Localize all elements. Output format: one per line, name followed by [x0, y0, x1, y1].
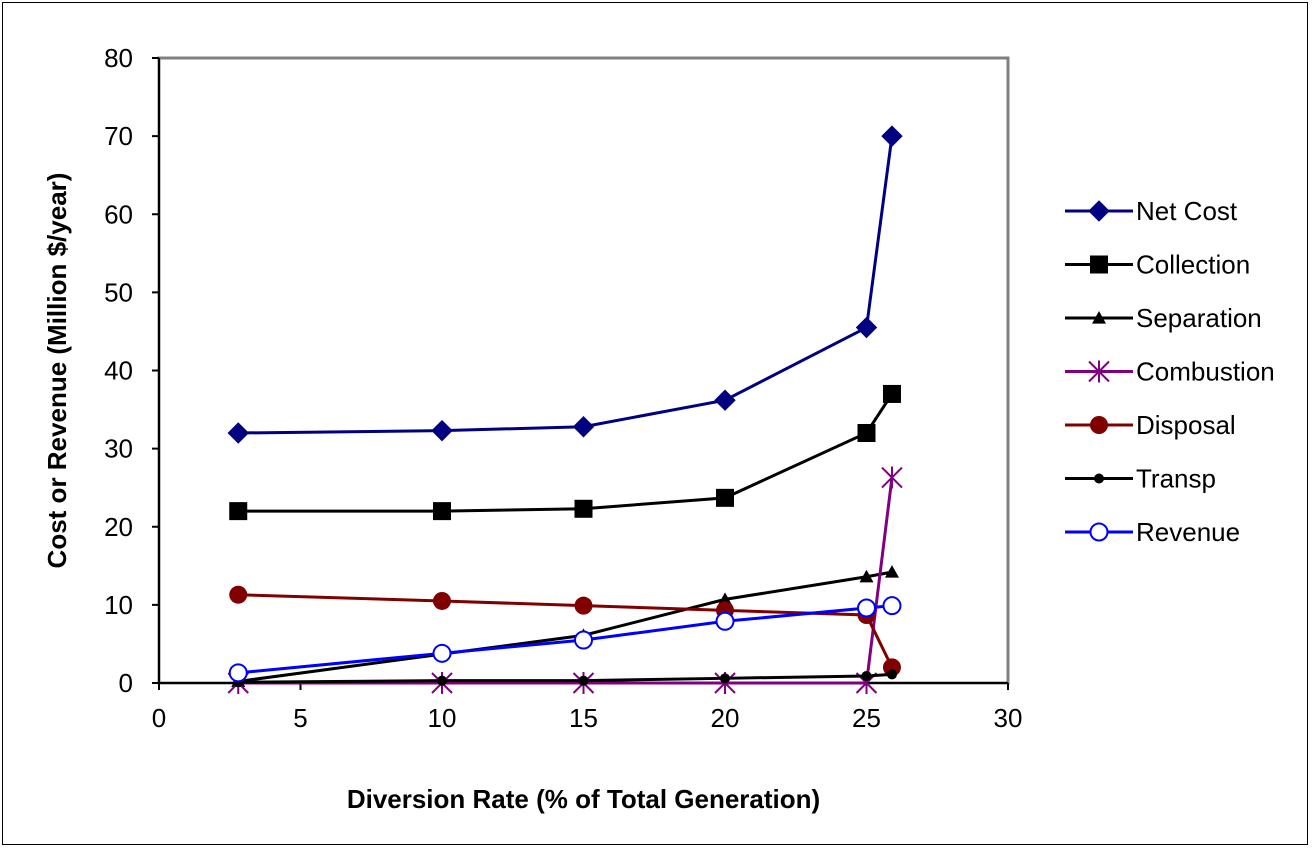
x-tick-label: 15 — [569, 703, 598, 733]
data-point — [1090, 416, 1108, 434]
data-point — [574, 630, 593, 650]
series-collection — [229, 384, 901, 521]
data-point — [855, 316, 878, 339]
data-point — [859, 569, 874, 583]
x-tick-label: 20 — [711, 703, 740, 733]
series-separation — [231, 565, 899, 688]
series-line — [238, 593, 894, 669]
plot-area — [157, 56, 1010, 685]
y-axis: 0 10 20 30 40 50 60 70 80 — [104, 43, 160, 698]
x-tick-label: 5 — [293, 703, 307, 733]
y-tick-label: 50 — [104, 277, 133, 307]
y-axis-title: Cost or Revenue (Million $/year) — [42, 173, 72, 569]
data-point — [437, 675, 447, 686]
y-tick-label: 20 — [104, 512, 133, 542]
data-point — [861, 670, 872, 681]
data-point — [574, 596, 593, 615]
data-point — [1088, 200, 1110, 222]
legend-label: Revenue — [1136, 517, 1240, 547]
data-point — [1094, 473, 1104, 484]
legend-item: Combustion — [1065, 357, 1275, 387]
data-point — [1092, 311, 1106, 324]
legend-label: Net Cost — [1136, 196, 1238, 226]
data-point — [432, 643, 452, 663]
y-tick-label: 10 — [104, 590, 133, 620]
x-axis-title: Diversion Rate (% of Total Generation) — [347, 784, 820, 814]
legend-item: Transp — [1065, 464, 1216, 494]
data-point — [882, 384, 901, 403]
series-line — [238, 393, 894, 513]
legend-label: Collection — [1136, 250, 1250, 280]
data-point — [857, 598, 876, 618]
series-layer — [227, 125, 903, 694]
legend-item: Collection — [1065, 250, 1250, 280]
data-point — [228, 663, 248, 683]
legend-item: Separation — [1065, 303, 1262, 333]
legend: Net Cost Collection Separation Combustion Di… — [1065, 196, 1275, 547]
x-tick-label: 10 — [428, 703, 457, 733]
data-point — [572, 416, 595, 438]
x-axis: 0 5 10 15 20 25 30 — [152, 682, 1023, 733]
legend-item: Revenue — [1065, 517, 1240, 547]
data-point — [1088, 360, 1110, 383]
data-point — [881, 125, 903, 147]
data-point — [227, 422, 249, 444]
data-point — [431, 419, 453, 442]
x-tick-label: 25 — [852, 703, 881, 733]
series-line — [238, 570, 893, 683]
y-tick-label: 80 — [104, 43, 133, 73]
series-line — [238, 477, 894, 685]
data-point — [229, 502, 248, 521]
data-point — [229, 585, 248, 604]
y-tick-label: 40 — [104, 356, 133, 386]
data-point — [574, 499, 593, 518]
data-point — [886, 669, 897, 680]
x-tick-label: 30 — [994, 703, 1023, 733]
series-line — [238, 135, 894, 435]
data-point — [718, 592, 732, 606]
data-point — [884, 565, 899, 578]
data-point — [857, 424, 876, 442]
data-point — [882, 658, 901, 677]
series-net-cost — [227, 125, 903, 444]
data-point — [433, 502, 451, 521]
y-tick-label: 70 — [104, 121, 133, 151]
legend-label: Disposal — [1136, 410, 1236, 440]
series-line — [238, 672, 893, 684]
y-tick-label: 0 — [119, 668, 133, 698]
data-point — [1090, 255, 1108, 274]
data-point — [578, 675, 589, 686]
y-tick-label: 30 — [104, 434, 133, 464]
legend-label: Combustion — [1136, 357, 1275, 387]
series-transp — [233, 669, 897, 688]
data-point — [881, 466, 903, 489]
series-revenue — [228, 596, 902, 683]
legend-item: Disposal — [1065, 410, 1236, 440]
series-combustion — [227, 466, 903, 694]
legend-label: Separation — [1136, 303, 1262, 333]
plot-area-border — [157, 56, 1010, 685]
data-point — [715, 611, 735, 631]
legend-label: Transp — [1136, 464, 1216, 494]
y-tick-label: 60 — [104, 199, 133, 229]
data-point — [433, 591, 451, 610]
x-tick-label: 0 — [152, 703, 166, 733]
data-point — [1089, 522, 1109, 542]
data-point — [720, 673, 730, 684]
data-point — [716, 488, 734, 507]
legend-item: Net Cost — [1065, 196, 1238, 226]
data-point — [882, 596, 902, 616]
data-point — [714, 389, 736, 411]
